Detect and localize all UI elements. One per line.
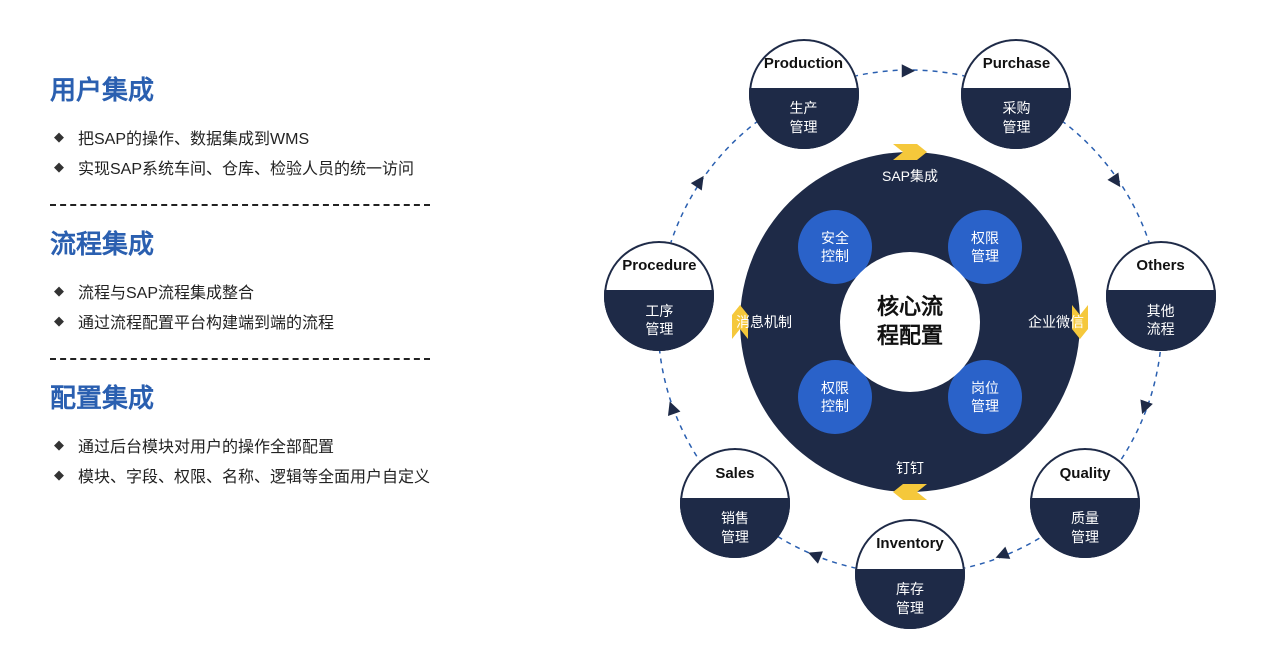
module-label-cn: 质量 管理 bbox=[1030, 498, 1140, 559]
ring-label: 企业微信 bbox=[1016, 312, 1096, 332]
module-label-en: Procedure bbox=[604, 241, 714, 291]
yellow-arrow-icon bbox=[893, 144, 927, 160]
bullet-item: 通过后台模块对用户的操作全部配置 bbox=[50, 433, 430, 463]
bullet-item: 把SAP的操作、数据集成到WMS bbox=[50, 125, 430, 155]
core-circle: 核心流 程配置 bbox=[840, 252, 980, 392]
divider bbox=[50, 204, 430, 206]
module-label-cn: 库存 管理 bbox=[855, 569, 965, 630]
module-label-cn: 生产 管理 bbox=[749, 88, 859, 149]
module-label-en: Sales bbox=[680, 448, 790, 498]
section-config-integration: 配置集成 通过后台模块对用户的操作全部配置 模块、字段、权限、名称、逻辑等全面用… bbox=[50, 378, 430, 494]
bullet-item: 通过流程配置平台构建端到端的流程 bbox=[50, 309, 430, 339]
divider bbox=[50, 358, 430, 360]
section-title: 用户集成 bbox=[50, 70, 430, 107]
module-purchase: Purchase采购 管理 bbox=[961, 39, 1071, 149]
module-label-en: Inventory bbox=[855, 519, 965, 569]
bullet-list: 流程与SAP流程集成整合 通过流程配置平台构建端到端的流程 bbox=[50, 279, 430, 340]
module-others: Others其他 流程 bbox=[1106, 241, 1216, 351]
bullet-list: 把SAP的操作、数据集成到WMS 实现SAP系统车间、仓库、检验人员的统一访问 bbox=[50, 125, 430, 186]
module-production: Production生产 管理 bbox=[749, 39, 859, 149]
module-procedure: Procedure工序 管理 bbox=[604, 241, 714, 351]
module-label-cn: 工序 管理 bbox=[604, 290, 714, 351]
bullet-item: 实现SAP系统车间、仓库、检验人员的统一访问 bbox=[50, 155, 430, 185]
ring-label: 消息机制 bbox=[724, 312, 804, 332]
module-label-en: Purchase bbox=[961, 39, 1071, 89]
left-panel: 用户集成 把SAP的操作、数据集成到WMS 实现SAP系统车间、仓库、检验人员的… bbox=[50, 70, 430, 511]
bullet-item: 流程与SAP流程集成整合 bbox=[50, 279, 430, 309]
flow-arrow-icon: ▶ bbox=[902, 60, 914, 80]
section-process-integration: 流程集成 流程与SAP流程集成整合 通过流程配置平台构建端到端的流程 bbox=[50, 224, 430, 340]
bullet-list: 通过后台模块对用户的操作全部配置 模块、字段、权限、名称、逻辑等全面用户自定义 bbox=[50, 433, 430, 494]
module-label-cn: 销售 管理 bbox=[680, 498, 790, 559]
yellow-arrow-icon bbox=[893, 484, 927, 500]
module-sales: Sales销售 管理 bbox=[680, 448, 790, 558]
circular-diagram: 核心流 程配置SAP集成企业微信钉钉消息机制安全 控制权限 管理岗位 管理权限 … bbox=[560, 0, 1260, 660]
ring-label: 钉钉 bbox=[870, 458, 950, 478]
module-label-en: Production bbox=[749, 39, 859, 89]
section-title: 配置集成 bbox=[50, 378, 430, 415]
ring-label: SAP集成 bbox=[870, 166, 950, 186]
bullet-item: 模块、字段、权限、名称、逻辑等全面用户自定义 bbox=[50, 463, 430, 493]
module-label-en: Others bbox=[1106, 241, 1216, 291]
module-quality: Quality质量 管理 bbox=[1030, 448, 1140, 558]
section-title: 流程集成 bbox=[50, 224, 430, 261]
module-label-cn: 采购 管理 bbox=[961, 88, 1071, 149]
section-user-integration: 用户集成 把SAP的操作、数据集成到WMS 实现SAP系统车间、仓库、检验人员的… bbox=[50, 70, 430, 186]
module-inventory: Inventory库存 管理 bbox=[855, 519, 965, 629]
module-label-cn: 其他 流程 bbox=[1106, 290, 1216, 351]
module-label-en: Quality bbox=[1030, 448, 1140, 498]
